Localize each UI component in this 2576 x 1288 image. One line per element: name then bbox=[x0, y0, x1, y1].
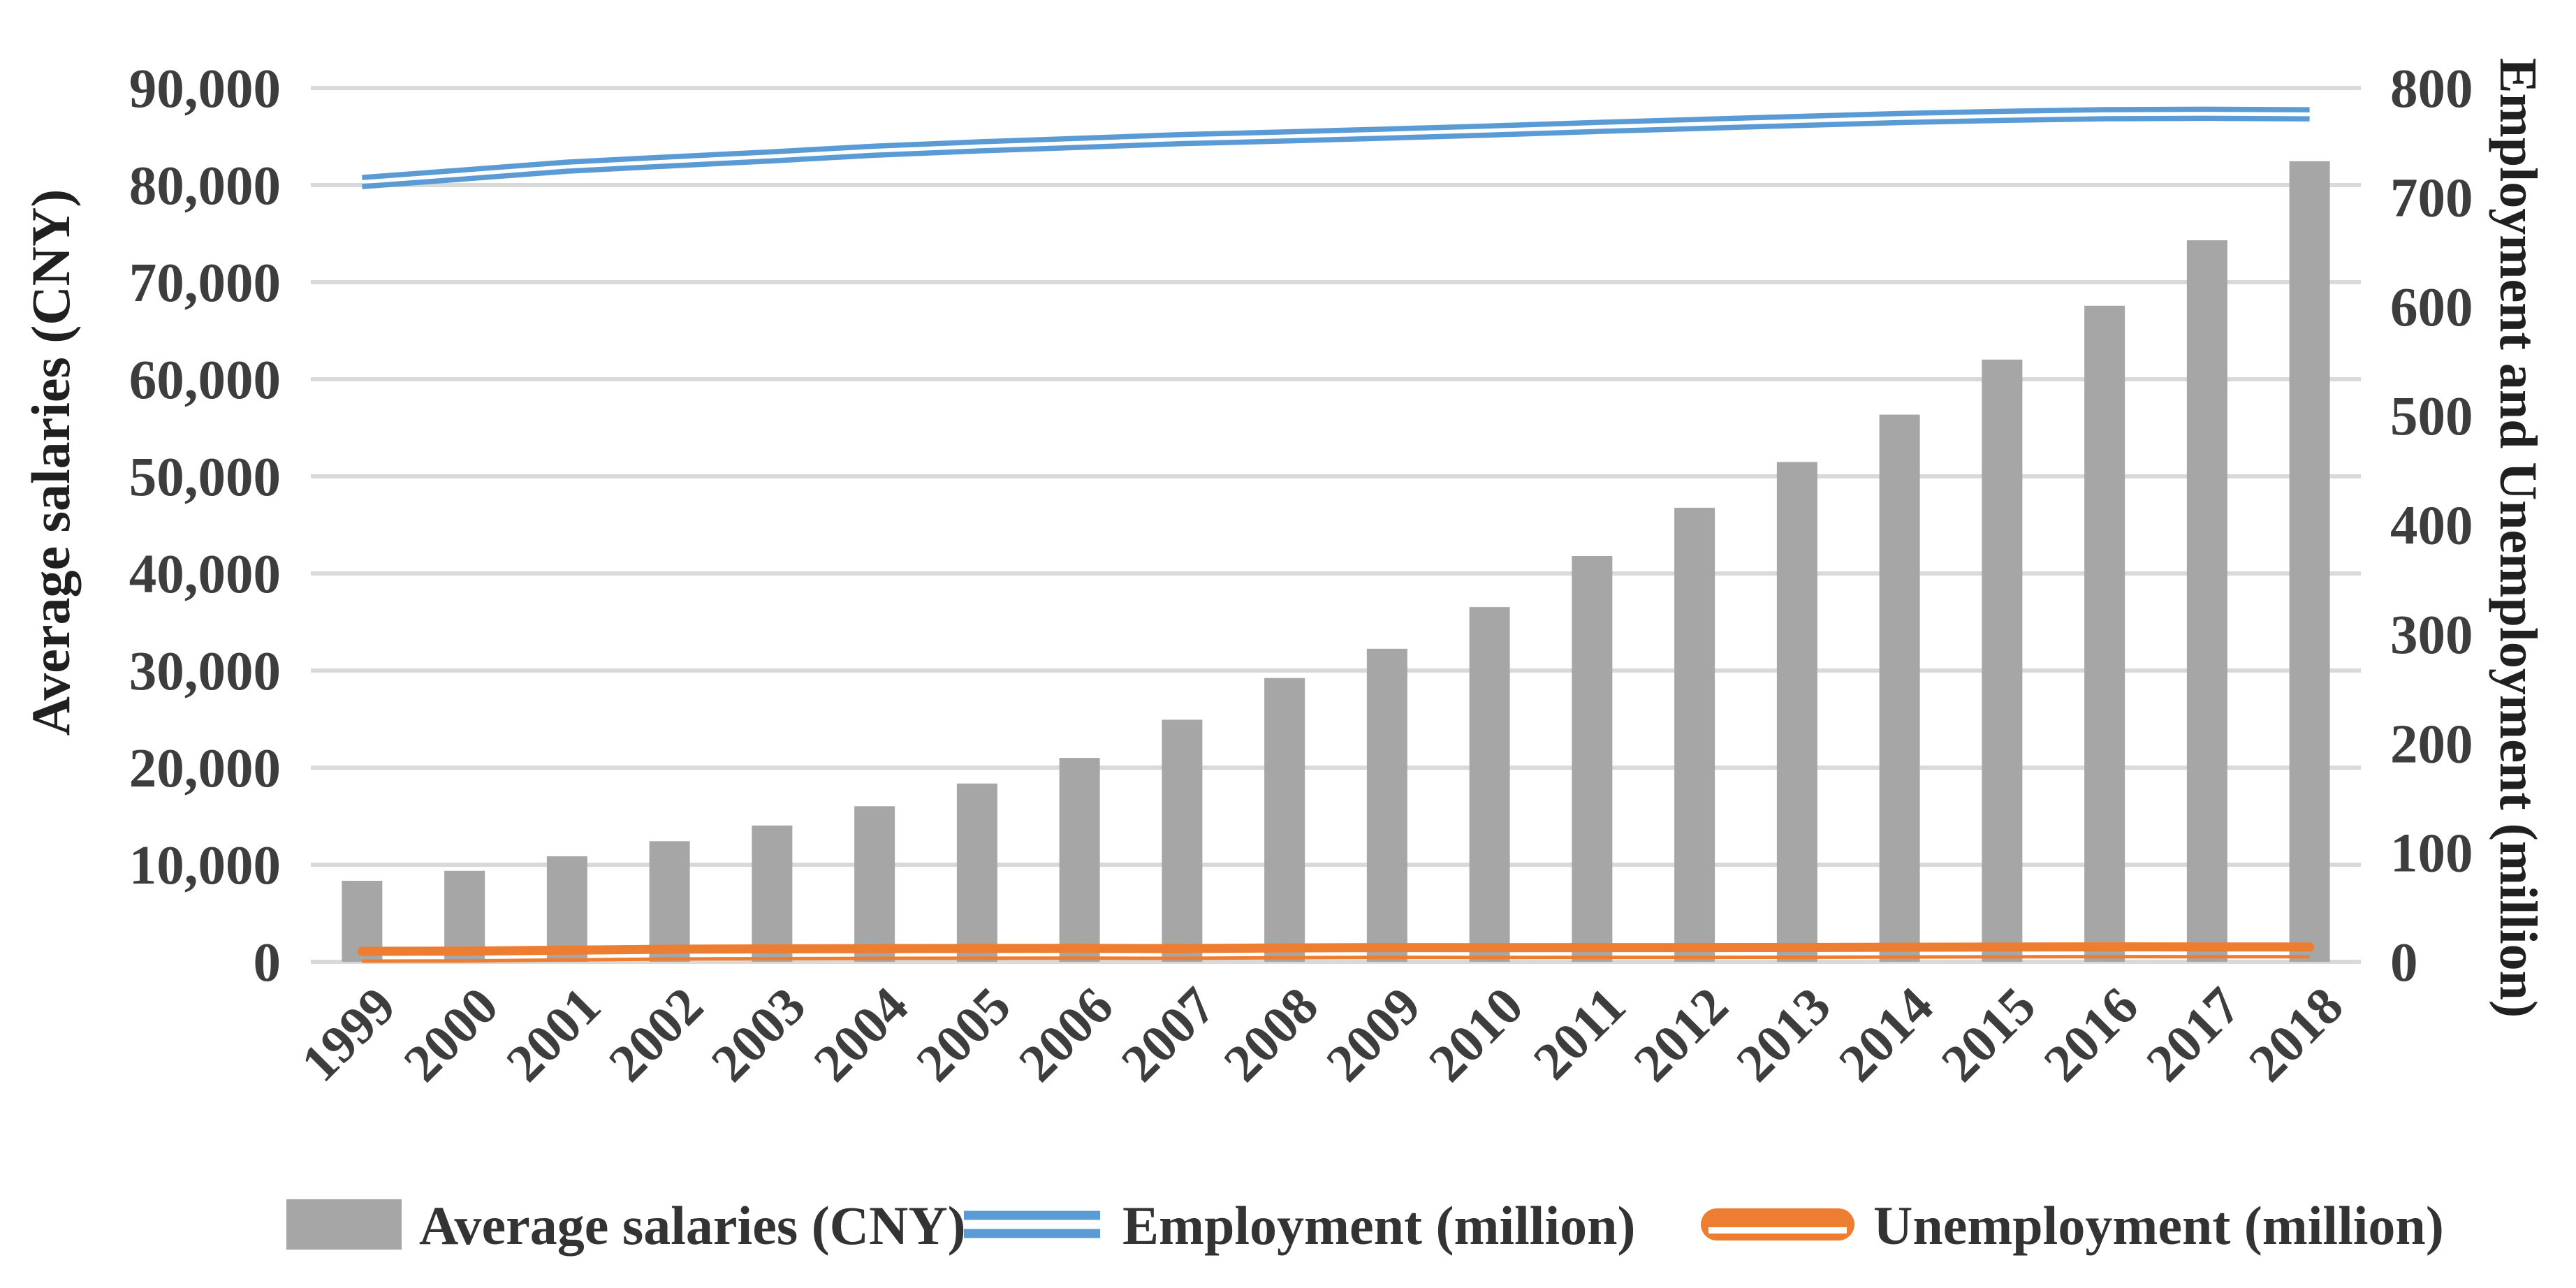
x-axis-label-1999: 1999 bbox=[291, 976, 407, 1093]
x-axis-label-2009: 2009 bbox=[1315, 976, 1432, 1093]
bar-2006 bbox=[1059, 758, 1100, 962]
bar-2014 bbox=[1879, 414, 1920, 962]
bar-2009 bbox=[1366, 648, 1407, 962]
left-axis-tick-label: 0 bbox=[254, 932, 281, 993]
right-axis-tick-label: 800 bbox=[2390, 59, 2473, 119]
legend-label-unemployment: Unemployment (million) bbox=[1873, 1195, 2444, 1256]
left-axis-tick-label: 20,000 bbox=[129, 738, 281, 799]
x-axis-label-2013: 2013 bbox=[1725, 976, 1842, 1093]
x-axis-label-2010: 2010 bbox=[1418, 976, 1535, 1093]
right-axis-tick-label: 500 bbox=[2390, 386, 2473, 447]
legend-swatch-average-salaries bbox=[286, 1199, 402, 1250]
x-axis-label-2015: 2015 bbox=[1931, 976, 2047, 1093]
bar-2011 bbox=[1572, 555, 1613, 962]
right-axis-tick-label: 700 bbox=[2390, 168, 2473, 228]
x-axis-label-2018: 2018 bbox=[2238, 976, 2355, 1093]
right-axis-tick-label: 400 bbox=[2390, 496, 2473, 557]
x-axis-label-2016: 2016 bbox=[2033, 976, 2149, 1093]
bar-2008 bbox=[1264, 678, 1305, 962]
left-axis-tick-label: 10,000 bbox=[129, 835, 281, 896]
unemployment-line-thick bbox=[357, 942, 2315, 956]
bar-2018 bbox=[2289, 161, 2330, 962]
legend-label-employment: Employment (million) bbox=[1122, 1195, 1636, 1256]
left-axis-tick-label: 40,000 bbox=[129, 544, 281, 605]
bar-2005 bbox=[956, 783, 997, 962]
bar-2002 bbox=[649, 841, 690, 962]
x-axis-label-2000: 2000 bbox=[393, 976, 509, 1093]
right-axis-tick-label: 600 bbox=[2390, 277, 2473, 338]
x-axis-label-2007: 2007 bbox=[1111, 976, 1227, 1093]
x-axis-label-2008: 2008 bbox=[1213, 976, 1329, 1093]
x-axis-label-2004: 2004 bbox=[803, 976, 919, 1093]
legend-label-average-salaries: Average salaries (CNY) bbox=[419, 1195, 966, 1256]
right-axis-tick-label: 100 bbox=[2390, 824, 2473, 884]
x-axis-label-2002: 2002 bbox=[598, 976, 715, 1093]
x-axis-label-2003: 2003 bbox=[701, 976, 817, 1093]
right-axis-title: Employment and Unemployment (million) bbox=[2489, 58, 2547, 1018]
x-axis-label-2005: 2005 bbox=[905, 976, 1022, 1093]
bar-2001 bbox=[546, 856, 587, 962]
left-axis-tick-label: 70,000 bbox=[129, 253, 281, 314]
employment-line-upper bbox=[362, 106, 2310, 180]
x-axis-label-2006: 2006 bbox=[1008, 976, 1125, 1093]
left-axis-tick-label: 90,000 bbox=[129, 59, 281, 119]
employment-line-lower bbox=[362, 115, 2310, 189]
right-axis-tick-label: 200 bbox=[2390, 714, 2473, 775]
unemployment-line-thin bbox=[362, 955, 2310, 963]
left-axis-tick-label: 60,000 bbox=[129, 350, 281, 411]
bar-2003 bbox=[752, 825, 793, 962]
bar-2012 bbox=[1674, 507, 1715, 962]
bar-2017 bbox=[2186, 240, 2227, 963]
legend-swatch-employment-line-top bbox=[964, 1210, 1100, 1220]
bar-2015 bbox=[1982, 359, 2023, 962]
x-axis-label-2001: 2001 bbox=[495, 976, 612, 1093]
left-axis-tick-label: 30,000 bbox=[129, 641, 281, 702]
left-axis-title: Average salaries (CNY) bbox=[20, 189, 81, 736]
left-axis-tick-label: 50,000 bbox=[129, 447, 281, 508]
legend-swatch-employment-line-bottom bbox=[964, 1229, 1100, 1238]
right-axis-tick-label: 300 bbox=[2390, 605, 2473, 666]
bar-2004 bbox=[854, 806, 895, 962]
bar-2007 bbox=[1162, 719, 1203, 962]
x-axis-label-2011: 2011 bbox=[1522, 976, 1637, 1091]
x-axis-label-2017: 2017 bbox=[2135, 976, 2252, 1093]
bar-2016 bbox=[2084, 305, 2125, 962]
bar-2013 bbox=[1776, 462, 1817, 962]
bar-2010 bbox=[1469, 607, 1510, 962]
legend-swatch-unemployment bbox=[1701, 1208, 1854, 1241]
right-axis-tick-label: 0 bbox=[2390, 932, 2418, 993]
x-axis-label-2012: 2012 bbox=[1623, 976, 1739, 1093]
left-axis-tick-label: 80,000 bbox=[129, 156, 281, 217]
legend-swatch-unemployment-gap bbox=[1708, 1227, 1847, 1234]
x-axis-label-2014: 2014 bbox=[1828, 976, 1945, 1093]
